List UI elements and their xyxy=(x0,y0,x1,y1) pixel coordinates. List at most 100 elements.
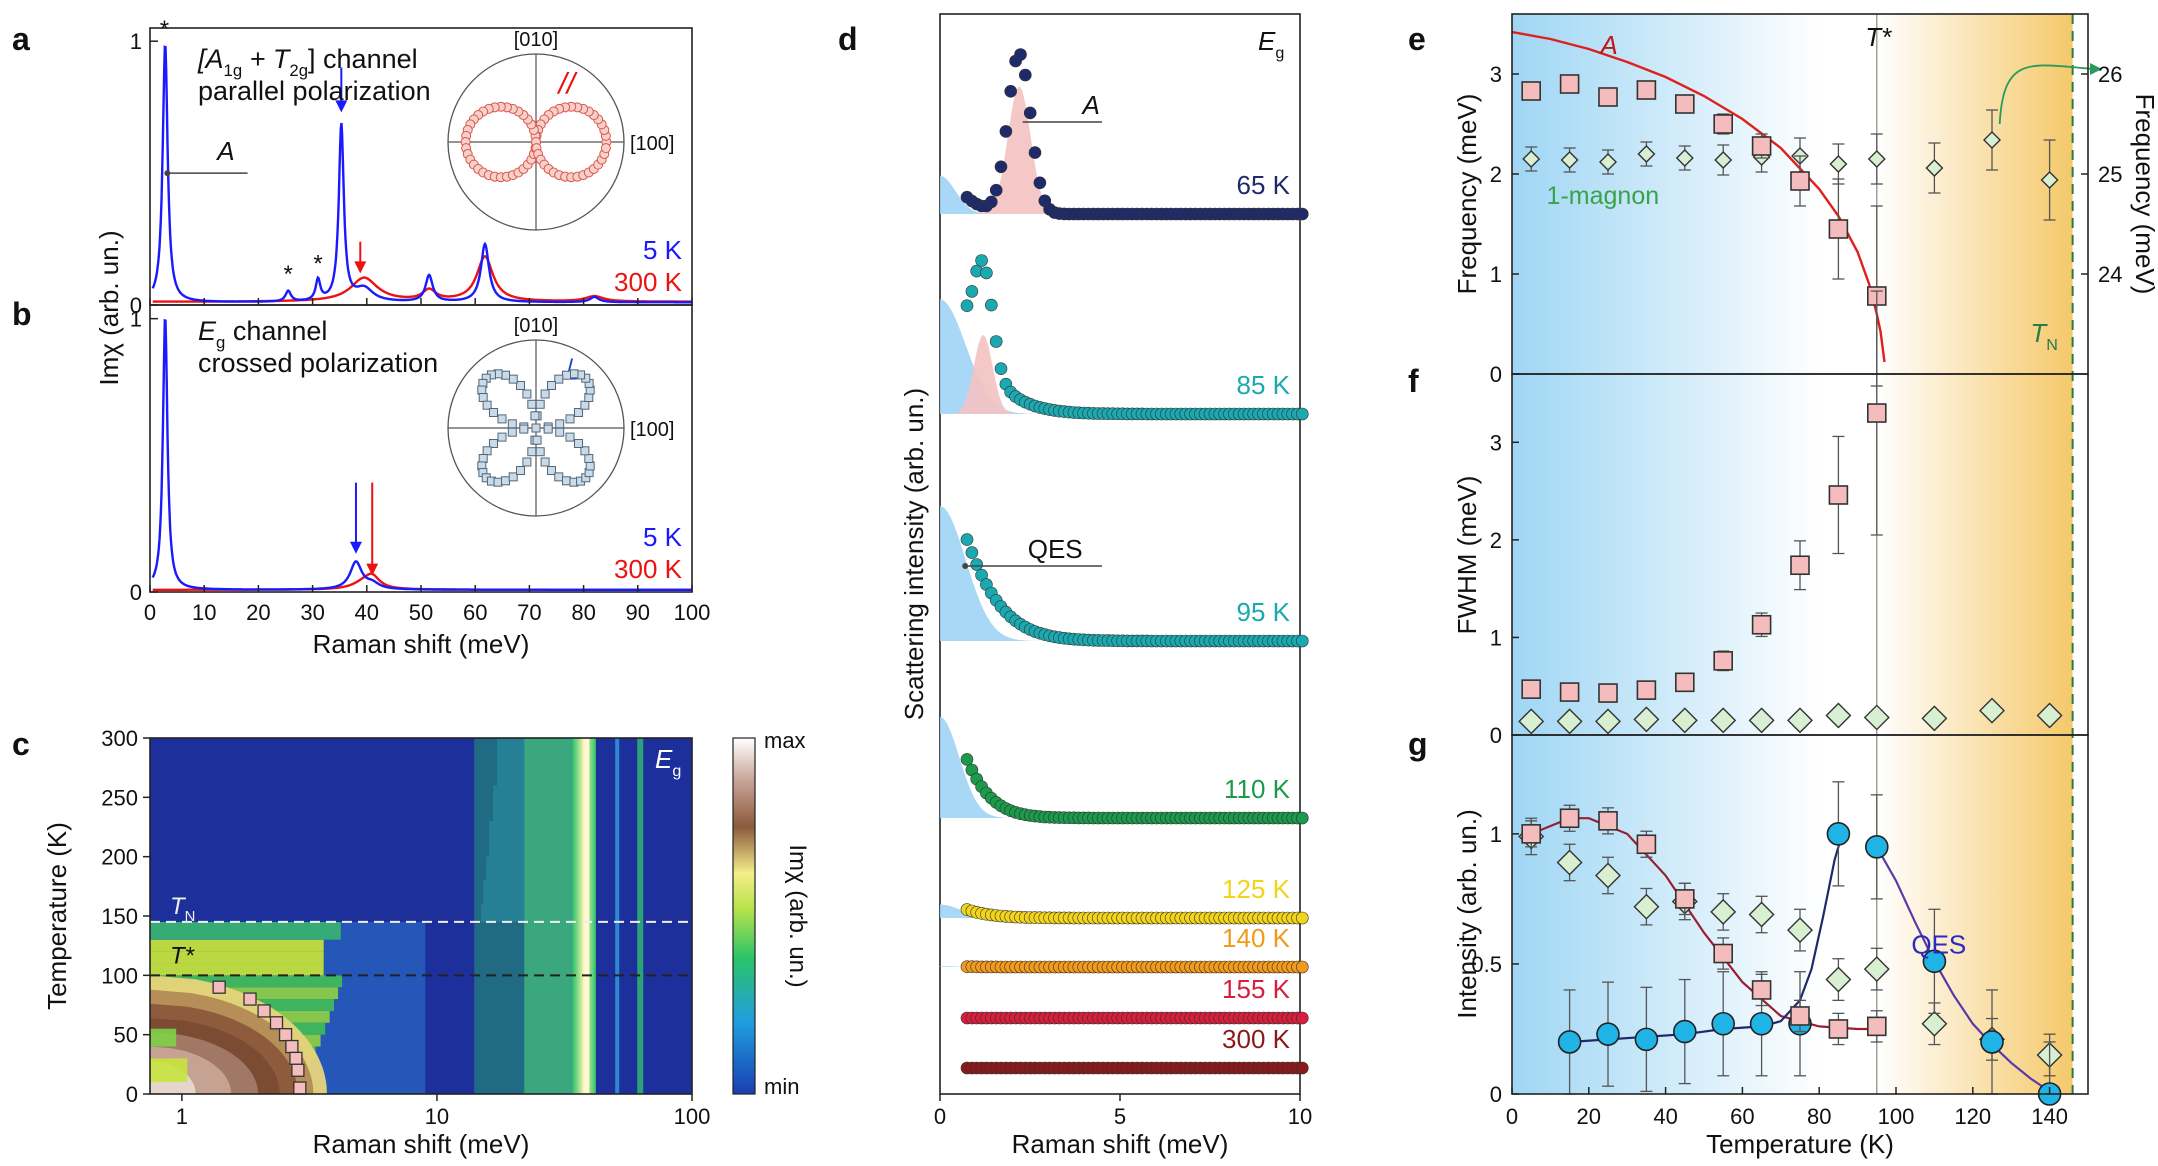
panel-c-cell xyxy=(310,1058,426,1071)
panel-b-polar-point xyxy=(508,472,518,482)
panel-d-label-65K: 65 K xyxy=(1237,170,1291,200)
panel-e-TN-label: TN xyxy=(2030,318,2058,354)
panel-e-arrow xyxy=(1998,64,2095,125)
panel-g-xtick-label: 100 xyxy=(1878,1104,1915,1129)
panel-g-magnon-point xyxy=(1787,917,1813,944)
panel-d-qes-fill xyxy=(940,506,1084,641)
panel-e-A-label: A xyxy=(1598,30,1617,60)
panel-label-a: a xyxy=(12,21,30,57)
panel-b-xtick-label: 70 xyxy=(517,600,541,625)
panel-c-cell xyxy=(338,987,426,1000)
panel-c-colorbar-label: Imχ (arb. un.) xyxy=(784,844,811,987)
panel-g-magnon-point xyxy=(1710,898,1737,925)
panel-b-polar-point xyxy=(554,472,564,482)
panel-a-star: * xyxy=(284,261,293,288)
panel-b-polar-point xyxy=(488,408,498,418)
panel-b-channel-text: Eg channel xyxy=(198,316,327,352)
panel-b-series-5K xyxy=(151,318,692,591)
panel-d-qes-label: QES xyxy=(1028,534,1083,564)
panel-b-polar-point xyxy=(532,435,542,445)
panel-f-magnon-point xyxy=(1979,697,2005,724)
panel-c-cell xyxy=(483,880,525,905)
panel-d-label-300K: 300 K xyxy=(1222,1024,1291,1054)
panel-e-A-point xyxy=(1521,81,1541,101)
panel-b-polar-point xyxy=(554,374,564,384)
panel-d-xlabel: Raman shift (meV) xyxy=(1012,1129,1229,1159)
panel-d-qes-fill xyxy=(940,716,1084,818)
panel-b-xtick-label: 40 xyxy=(355,600,379,625)
panel-d-point xyxy=(975,254,988,267)
panel-f-A-point xyxy=(1598,683,1618,703)
panel-d-A-fill xyxy=(959,86,1079,214)
panel-g-A-point xyxy=(1867,1016,1887,1037)
panel-b-xtick-label: 30 xyxy=(300,600,324,625)
panel-f-magnon-point xyxy=(1671,707,1698,734)
panel-b-polar-point xyxy=(478,453,488,463)
panel-d-ylabel: Scattering intensity (arb. un.) xyxy=(899,388,929,720)
panel-d-point xyxy=(1028,146,1042,159)
panel-d-point xyxy=(1296,911,1309,925)
panel-c-cell xyxy=(150,939,324,952)
panel-d-qes-fill xyxy=(940,966,1084,967)
panel-b-xtick-label: 10 xyxy=(192,600,216,625)
panel-g-magnon-point xyxy=(1633,893,1660,920)
panel-a-ytick-label: 0 xyxy=(130,293,142,318)
panel-c-xtick-label: 100 xyxy=(674,1104,711,1129)
panel-b-polar-point xyxy=(546,466,556,476)
panel-b-polar-point xyxy=(561,476,571,486)
panel-f-A-point xyxy=(1559,682,1580,702)
panel-d-label-95K: 95 K xyxy=(1237,597,1291,627)
panel-c-marker xyxy=(285,1039,299,1054)
panel-d-point xyxy=(1296,960,1309,974)
panel-d-point xyxy=(960,533,974,546)
panel-d-label-125K: 125 K xyxy=(1222,874,1291,904)
panel-e-ytick-label: 0 xyxy=(1490,362,1502,387)
panel-b-polar-point xyxy=(478,393,488,403)
panel-f-ylabel: FWHM (meV) xyxy=(1452,476,1482,635)
panel-b-polar-point xyxy=(527,447,537,457)
panel-a-polar-point xyxy=(600,143,611,154)
panel-g-magnon-point xyxy=(1921,1010,1948,1037)
panel-b-channel-text-part: channel xyxy=(225,316,327,346)
panel-g-qes-label: QES xyxy=(1911,930,1966,960)
panel-d-label-155K: 155 K xyxy=(1222,974,1291,1004)
panel-b-polar-point xyxy=(540,389,550,399)
panel-f-ytick-label: 2 xyxy=(1490,528,1502,553)
panel-e-magnon-point xyxy=(1829,155,1848,173)
panel-g-A-point xyxy=(1790,1006,1810,1026)
panel-g-qes-point xyxy=(1826,822,1851,846)
panel-a-star: * xyxy=(313,250,322,277)
panel-c-cell xyxy=(481,904,525,922)
panel-b-ytick-label: 0 xyxy=(130,580,142,605)
panel-f-A-point xyxy=(1790,555,1810,576)
panel-e-magnon-point xyxy=(1925,159,1944,177)
panel-c-band xyxy=(524,738,573,1094)
panel-b-polar-point xyxy=(522,389,532,399)
panel-d-point xyxy=(999,125,1013,138)
panel-efg-bg-orange xyxy=(1876,14,2073,374)
panel-a-legend-5K: 5 K xyxy=(643,235,683,265)
panel-b-polar-point xyxy=(527,399,537,409)
panel-c-ytick-label: 50 xyxy=(114,1023,138,1048)
panel-d-qes-fill xyxy=(940,175,1084,214)
panel-b-polar-point xyxy=(501,476,511,486)
panel-d-label-85K: 85 K xyxy=(1237,370,1291,400)
panel-f-magnon-point xyxy=(1921,705,1948,732)
panel-b-polar-point xyxy=(507,427,517,437)
panel-d-point xyxy=(984,195,998,209)
panel-c-cell xyxy=(334,999,426,1011)
panel-f-A-point xyxy=(1713,651,1733,671)
panel-c-ytick-label: 100 xyxy=(101,963,138,988)
panel-f-A-point xyxy=(1867,403,1887,423)
panel-f-magnon-point xyxy=(1518,708,1545,735)
panel-f-magnon-point xyxy=(1556,708,1583,735)
panel-e-Tstar-label: T* xyxy=(1865,22,1892,52)
panel-b-polar-point xyxy=(584,453,594,463)
panel-d-point xyxy=(1296,407,1309,421)
panel-e-magnon-label: 1-magnon xyxy=(1547,182,1660,210)
panel-b-polar-point xyxy=(482,400,492,410)
panel-f-A-point xyxy=(1828,485,1849,505)
panel-f-magnon-point xyxy=(2036,702,2063,729)
panel-g-xtick-label: 120 xyxy=(1954,1104,1991,1129)
